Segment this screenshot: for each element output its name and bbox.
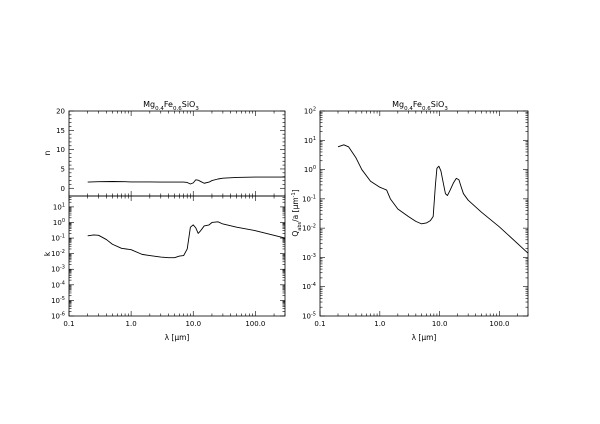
y-tick-label: 15 [56,127,65,135]
panel-k-series-line [87,221,286,259]
y-tick-label: 10-4 [302,282,316,291]
panel-qabs-ylabel: Qabs/a [μm-1] [291,189,303,236]
y-tick-label: 10-2 [51,249,65,258]
panel-qabs-y-axis: 10-5 10-4 10-3 10-2 10-1 100 101 102 [302,107,528,321]
y-tick-label: 101 [304,136,316,145]
y-tick-label: 10-3 [302,253,316,262]
x-tick-label: 0.1 [314,320,325,328]
y-tick-label: 10-2 [302,224,316,233]
y-tick-label: 20 [56,108,65,116]
panel-qabs-title: Mg0.4Fe0.6SiO3 [392,100,448,112]
panel-k-ylabel: k [43,251,52,256]
panel-n-y-axis: 0 5 10 15 20 [56,108,285,193]
y-tick-label: 10-5 [302,312,316,321]
panel-qabs-frame [319,110,529,317]
y-tick-label: 102 [304,107,316,116]
x-tick-label: 1.0 [374,320,385,328]
y-tick-label: 10-4 [51,280,65,289]
y-tick-label: 10-1 [51,234,65,243]
panel-qabs-series-line [337,144,529,254]
x-tick-label: 10.0 [432,320,448,328]
y-tick-label: 0 [61,185,65,193]
panel-qabs-x-axis: 0.1 1.0 10.0 100.0 [314,111,529,328]
y-tick-label: 10 [56,146,65,154]
panel-n-title: Mg0.4Fe0.6SiO3 [143,100,199,112]
x-tick-label: 0.1 [63,320,74,328]
panel-n-series-line [87,176,285,185]
x-tick-label: 10.0 [185,320,201,328]
panel-k-y-axis: 10-6 10-5 10-4 10-3 10-2 10-1 100 101 [51,195,285,321]
x-tick-label: 100.0 [245,320,265,328]
panel-n-ylabel: n [43,150,52,155]
y-tick-label: 100 [304,165,316,174]
panel-n-frame [68,110,286,197]
panel-n: Mg0.4Fe0.6SiO3 0 5 10 15 20 n [43,100,286,197]
panel-k: 10-6 10-5 10-4 10-3 10-2 10-1 100 101 0.1 1.0 10.… [43,195,286,342]
y-tick-label: 101 [53,202,65,211]
panel-qabs: Mg0.4Fe0.6SiO3 10-510-410-310-210-110010… [291,100,529,342]
y-tick-label: 10-6 [51,312,65,321]
y-tick-label: 10-1 [302,194,316,203]
y-tick-label: 10-5 [51,296,65,305]
x-tick-label: 100.0 [489,320,509,328]
panel-k-xlabel: λ [μm] [165,333,190,342]
y-tick-label: 5 [61,165,65,173]
panel-n-x-axis [68,111,286,196]
panel-k-frame [68,195,286,317]
panel-k-x-axis: 0.1 1.0 10.0 100.0 [63,196,286,328]
y-tick-label: 10-3 [51,265,65,274]
x-tick-label: 1.0 [126,320,137,328]
y-tick-label: 100 [53,218,65,227]
panel-qabs-xlabel: λ [μm] [412,333,437,342]
